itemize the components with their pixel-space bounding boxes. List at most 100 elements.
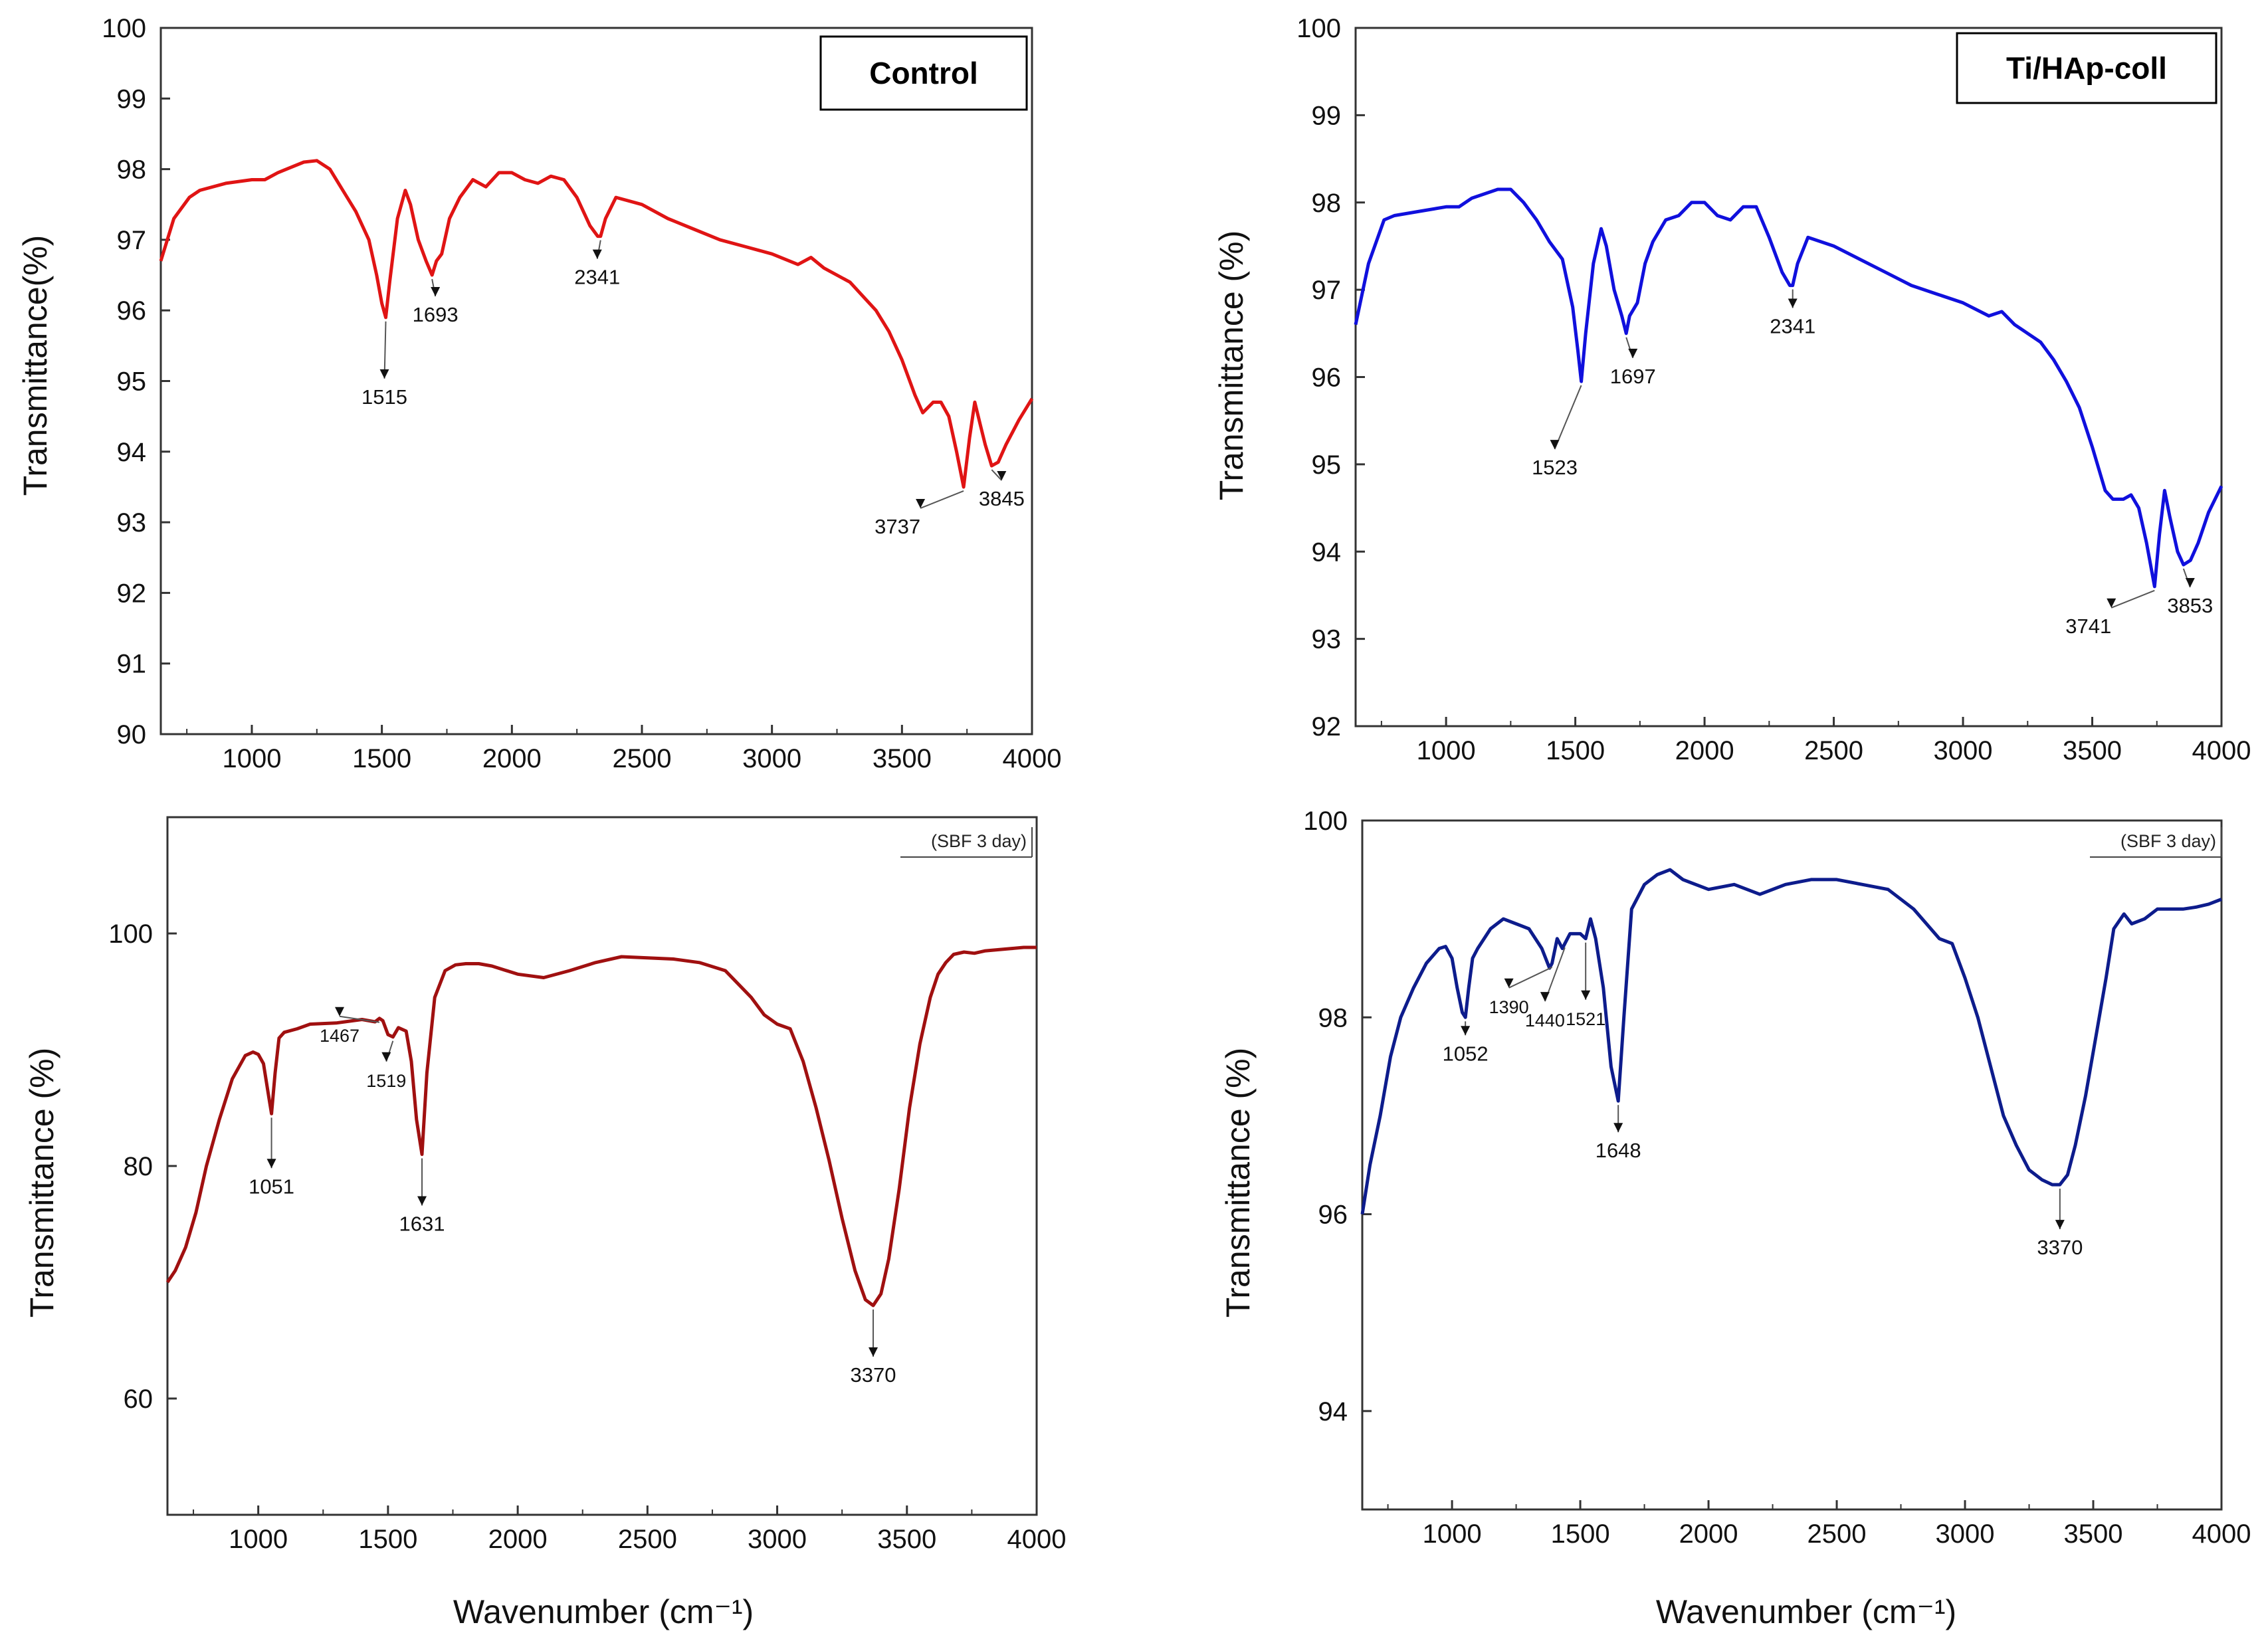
peak-arrow-head <box>1540 992 1550 1002</box>
spectrum-line <box>1354 187 2223 589</box>
peak-arrow-head <box>1581 990 1591 1000</box>
peak-arrow-head <box>1550 440 1560 450</box>
peak-arrow-head <box>869 1347 878 1357</box>
y-tick-label: 80 <box>124 1152 154 1181</box>
peak-arrow-head <box>2185 577 2195 587</box>
peak-label: 1390 <box>1489 997 1529 1017</box>
x-tick-label: 1000 <box>1417 736 1476 765</box>
peak-label: 1467 <box>320 1026 360 1046</box>
x-tick-label: 2500 <box>612 744 671 773</box>
peak-arrow-line <box>339 1015 380 1023</box>
peak-label: 1052 <box>1443 1042 1489 1065</box>
peak-label: 1521 <box>1566 1009 1605 1029</box>
x-tick-label: 2000 <box>1675 736 1734 765</box>
x-tick-label: 1000 <box>229 1525 288 1554</box>
y-tick-label: 93 <box>1312 625 1342 654</box>
x-tick-label: 1500 <box>352 744 411 773</box>
peak-label: 1519 <box>366 1071 406 1091</box>
peak-label: 1648 <box>1596 1139 1641 1162</box>
y-tick-label: 100 <box>102 14 146 43</box>
x-tick-label: 2000 <box>488 1525 548 1554</box>
x-tick-label: 3500 <box>873 744 932 773</box>
peak-label: 3853 <box>2167 594 2213 617</box>
y-tick-label: 97 <box>1312 276 1342 305</box>
x-tick-label: 3000 <box>1934 736 1993 765</box>
peak-arrow-head <box>1788 298 1798 308</box>
label-box-text: Control <box>869 56 978 90</box>
x-tick-label: 1500 <box>1551 1519 1610 1549</box>
spectrum-line <box>1360 868 2222 1214</box>
peak-label: 1515 <box>361 385 407 409</box>
x-tick-label: 3000 <box>1936 1519 1995 1549</box>
y-tick-label: 90 <box>117 720 147 749</box>
y-tick-label: 92 <box>117 579 147 608</box>
x-tick-label: 4000 <box>2192 736 2251 765</box>
y-axis-label: Transmittance(%) <box>17 235 54 496</box>
peak-label: 2341 <box>1770 315 1815 338</box>
x-tick-label: 3000 <box>742 744 801 773</box>
y-tick-label: 94 <box>1318 1397 1348 1426</box>
peak-arrow-head <box>592 249 602 259</box>
y-tick-label: 60 <box>124 1385 154 1414</box>
x-tick-label: 2500 <box>618 1525 677 1554</box>
peak-label: 3370 <box>2037 1236 2083 1259</box>
peak-arrow-line <box>991 469 1003 481</box>
spectrum-line <box>159 159 1034 489</box>
spectrum-line <box>165 945 1037 1308</box>
peak-label: 3737 <box>875 515 920 538</box>
y-tick-label: 97 <box>117 226 147 255</box>
peak-arrow-head <box>1504 978 1514 988</box>
x-tick-label: 1000 <box>222 744 281 773</box>
x-tick-label: 4000 <box>1007 1525 1067 1554</box>
peak-label: 1693 <box>413 303 459 326</box>
label-box <box>1956 32 2217 104</box>
peak-arrow-head <box>1628 348 1638 358</box>
peak-arrow-head <box>1461 1026 1471 1036</box>
x-axis-label: Wavenumber (cm⁻¹) <box>1656 1593 1956 1630</box>
y-tick-label: 91 <box>117 650 147 679</box>
plot-frame <box>1361 819 2223 1511</box>
y-tick-label: 100 <box>1296 14 1341 43</box>
peak-arrow-line <box>383 321 387 379</box>
x-axis-label: Wavenumber (cm⁻¹) <box>453 1593 754 1630</box>
x-tick-label: 3500 <box>877 1525 936 1554</box>
y-tick-label: 94 <box>117 438 147 467</box>
peak-arrow-line <box>1554 385 1582 450</box>
peak-arrow-line <box>1508 966 1553 989</box>
y-axis-label: Transmittance (%) <box>23 1048 60 1318</box>
peak-arrow-head <box>1613 1123 1623 1133</box>
peak-label: 2341 <box>574 266 620 289</box>
peak-label: 3370 <box>851 1363 896 1387</box>
y-tick-label: 96 <box>117 296 147 326</box>
x-tick-label: 3000 <box>748 1525 807 1554</box>
y-tick-label: 98 <box>1318 1003 1348 1032</box>
peak-arrow-line <box>2111 589 2155 609</box>
y-tick-label: 100 <box>1303 807 1348 836</box>
y-tick-label: 96 <box>1312 363 1342 393</box>
peak-label: 3845 <box>979 487 1025 510</box>
x-tick-label: 4000 <box>1003 744 1062 773</box>
y-axis-label: Transmittance (%) <box>1219 1048 1257 1318</box>
peak-arrow-head <box>916 498 926 508</box>
y-tick-label: 99 <box>117 84 147 114</box>
x-tick-label: 3500 <box>2063 736 2122 765</box>
y-tick-label: 92 <box>1312 712 1342 741</box>
peak-arrow-head <box>2107 598 2116 608</box>
peak-arrow-head <box>431 287 441 297</box>
x-tick-label: 1500 <box>358 1525 417 1554</box>
sbf-tag: (SBF 3 day) <box>931 831 1027 851</box>
y-tick-label: 99 <box>1312 101 1342 130</box>
y-tick-label: 95 <box>117 367 147 397</box>
peak-arrow-head <box>381 1052 391 1062</box>
x-tick-label: 1000 <box>1423 1519 1482 1549</box>
sbf-tag: (SBF 3 day) <box>2120 831 2216 851</box>
peak-arrow-head <box>266 1159 276 1169</box>
y-axis-label: Transmittance (%) <box>1213 231 1250 501</box>
peak-arrow-head <box>997 471 1007 481</box>
chart-control: Transmittance(%) 1000 1500 2000 2500 3000 350… <box>17 14 1061 773</box>
x-tick-label: 1500 <box>1546 736 1605 765</box>
y-tick-label: 93 <box>117 508 147 537</box>
chart-ti-hap-coll: Transmittance (%) 1000 1500 2000 2500 3000 35… <box>1213 14 2251 765</box>
y-tick-label: 96 <box>1318 1201 1348 1230</box>
